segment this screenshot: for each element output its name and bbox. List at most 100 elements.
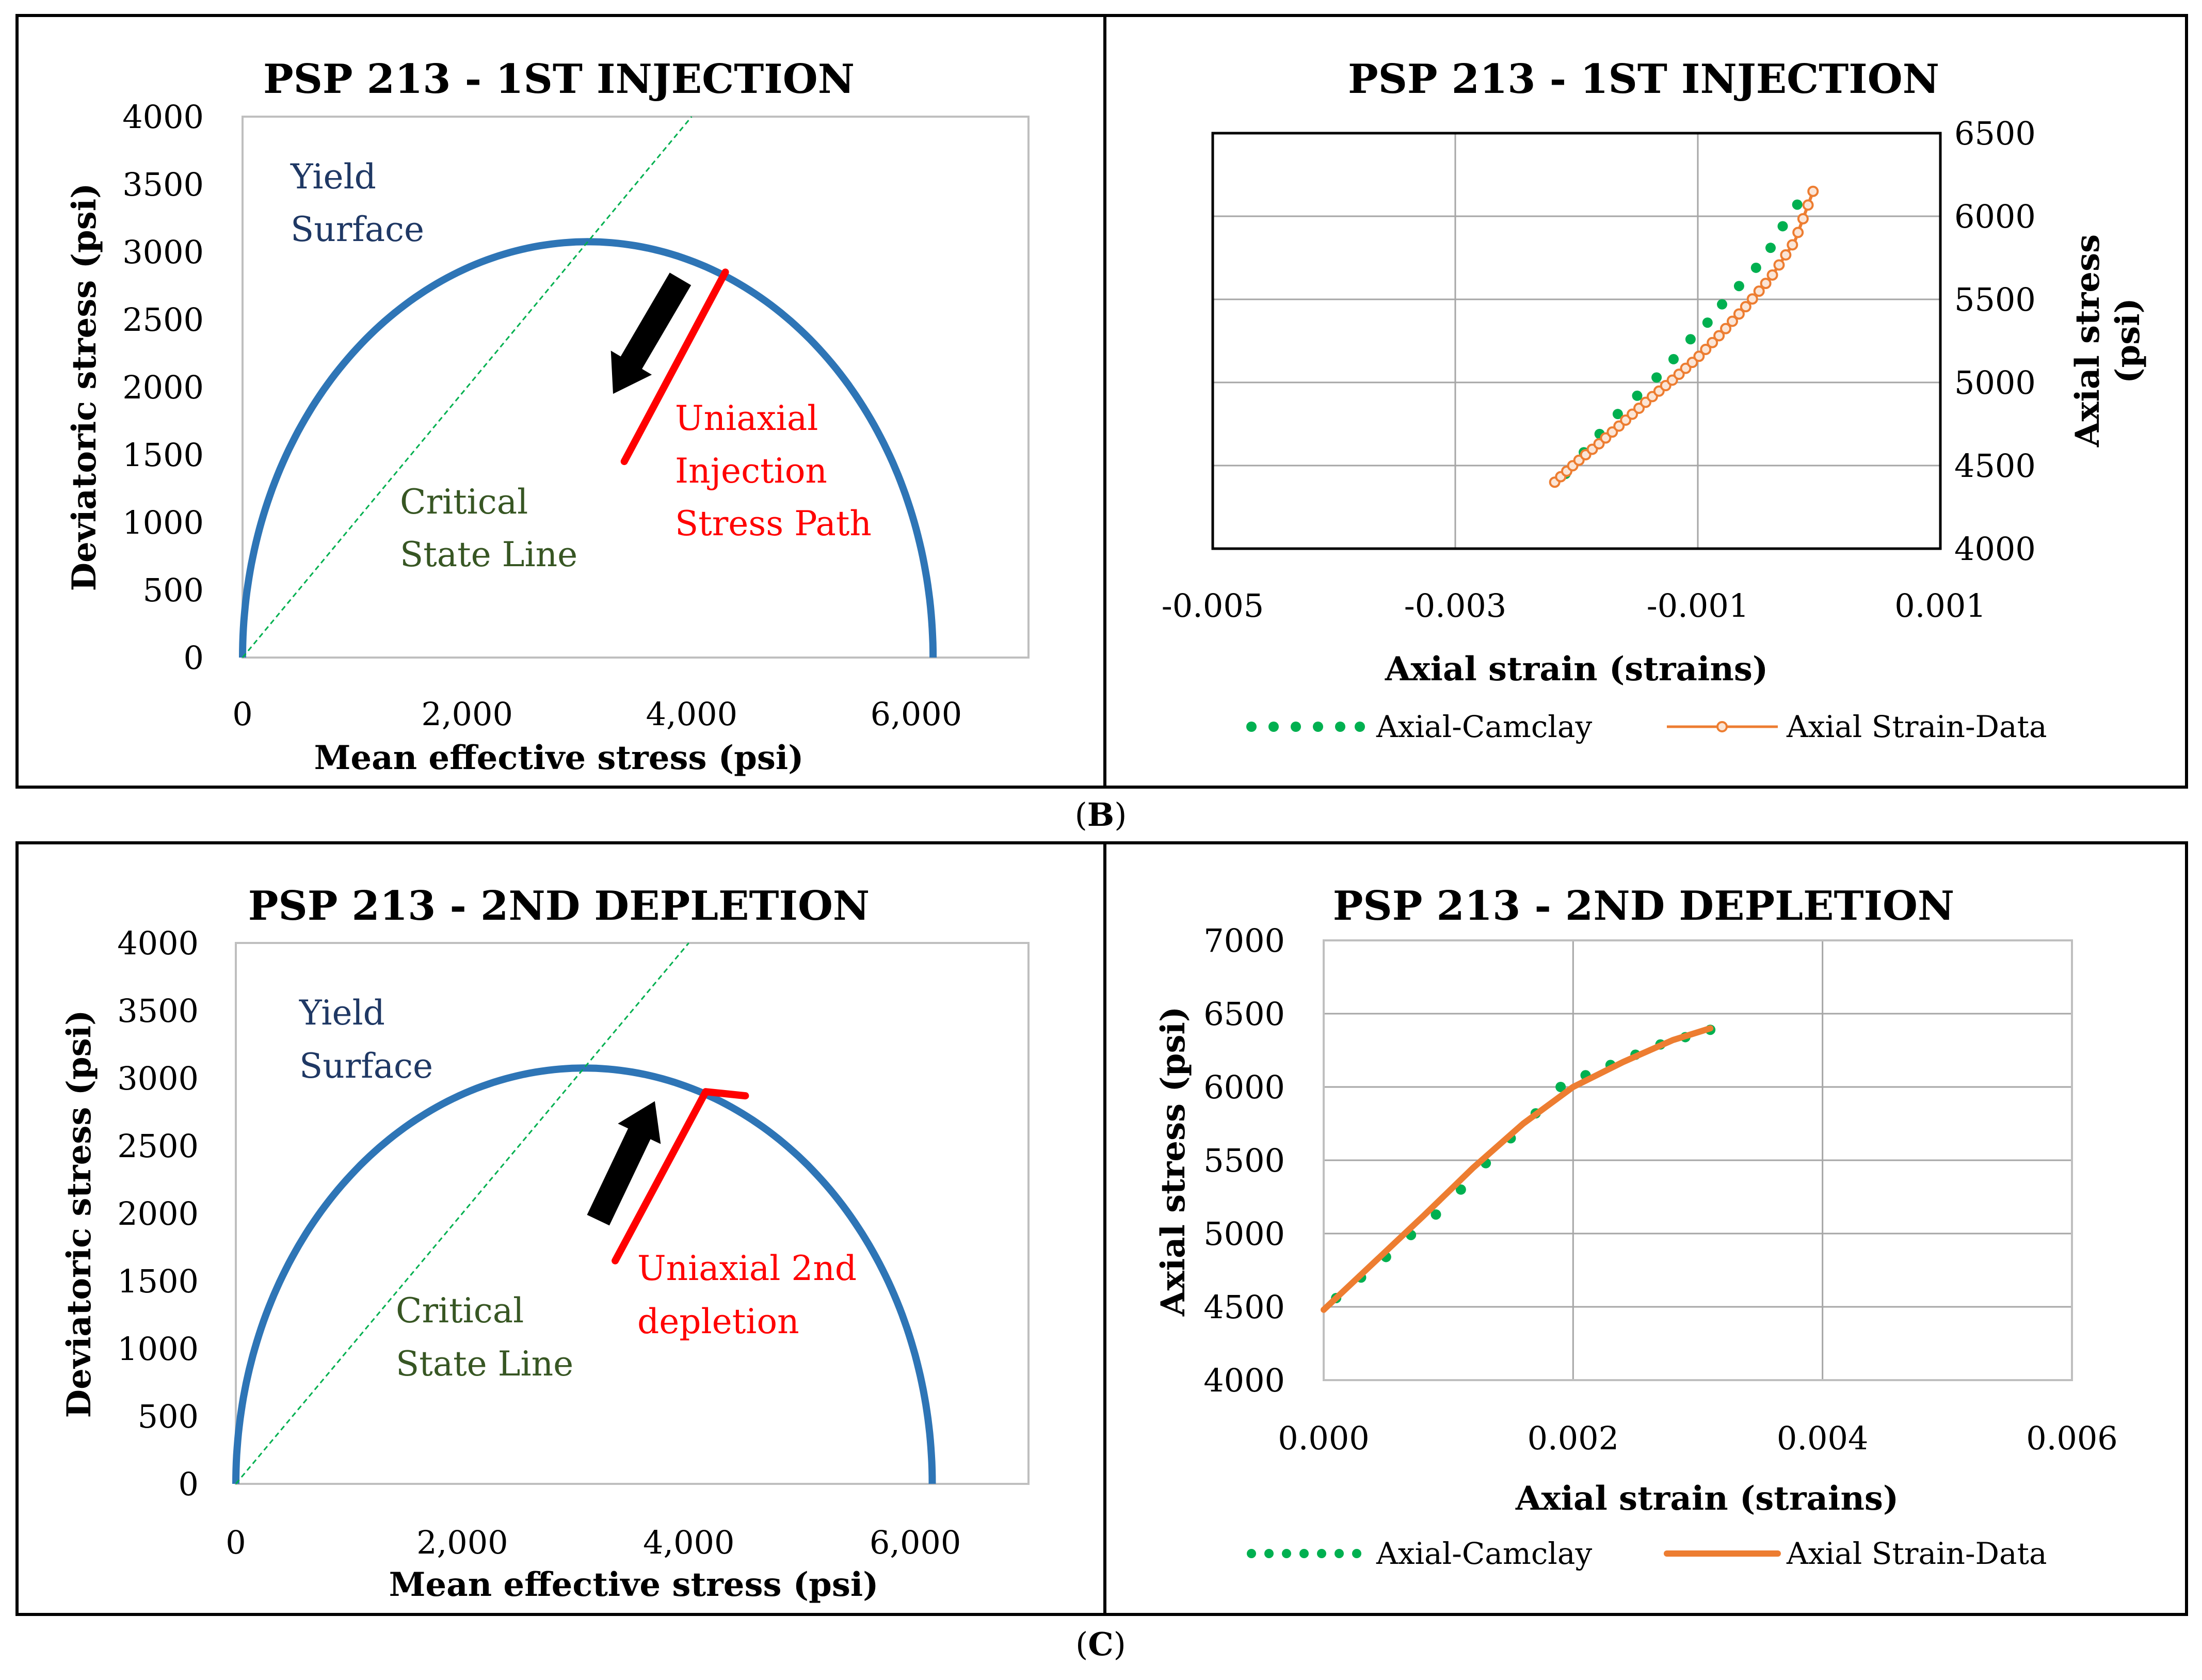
yield-surface-curve — [232, 1064, 936, 1484]
annotation-path-2: Injection — [675, 451, 827, 491]
panel-b-frames — [15, 14, 2188, 789]
y-tick-label: 0 — [184, 639, 204, 677]
plot-area — [1211, 132, 1942, 550]
legend: Axial-Camclay Axial Strain-Data — [1247, 1536, 2047, 1571]
critical-state-line — [235, 942, 689, 1484]
x-tick-label: 4,000 — [646, 695, 738, 733]
chart-c-left: PSP 213 - 2ND DEPLETION 0 500 1000 1500 2000… — [60, 883, 1030, 1604]
stress-path-line — [612, 1088, 749, 1265]
yield-surface-curve — [239, 238, 937, 658]
legend-swatch-data — [1667, 721, 1778, 732]
camclay-point — [1750, 262, 1761, 273]
x-tick-label: 2,000 — [416, 1524, 508, 1561]
y-tick-labels: 4000 4500 5000 5500 6000 6500 7000 — [1203, 922, 1285, 1399]
y-axis-label: Deviatoric stress (psi) — [65, 183, 104, 591]
legend-swatch-camclay — [1247, 1549, 1361, 1558]
data-point-marker — [1787, 239, 1798, 251]
legend-label-camclay: Axial-Camclay — [1376, 1536, 1592, 1571]
plot-area — [242, 116, 1030, 659]
y-tick-label: 0 — [179, 1465, 199, 1503]
y-tick-label: 3000 — [122, 233, 204, 271]
y-tick-labels: 0 500 1000 1500 2000 2500 3000 3500 4000 — [122, 98, 204, 677]
camclay-point — [1765, 243, 1776, 253]
annotation-csl-2: State Line — [396, 1344, 573, 1384]
y-tick-label: 1500 — [122, 436, 204, 474]
annotation-yield-2: Surface — [299, 1046, 433, 1086]
y-tick-label: 5500 — [1954, 281, 2036, 318]
series-marks — [239, 116, 937, 658]
y-tick-label: 4500 — [1203, 1288, 1285, 1326]
x-tick-label: 0.004 — [1777, 1419, 1869, 1457]
panel-c-right-frame — [1103, 841, 2188, 1616]
y-tick-labels: 4000 4500 5000 5500 6000 6500 — [1954, 115, 2036, 568]
data-point-marker — [1797, 213, 1809, 225]
x-tick-label: 0 — [232, 695, 252, 733]
x-tick-label: 0.000 — [1278, 1419, 1370, 1457]
chart-c-right: PSP 213 - 2ND DEPLETION 4000 4500 5000 5500… — [1154, 883, 2118, 1571]
annotation-path-1: Uniaxial — [675, 398, 818, 438]
data-point-marker — [1780, 249, 1792, 261]
camclay-point — [1612, 409, 1623, 420]
camclay-point — [1717, 299, 1727, 310]
annotation-csl-1: Critical — [396, 1291, 524, 1331]
plot-area — [235, 942, 1030, 1485]
annotation-path-1: Uniaxial 2nd — [637, 1249, 857, 1288]
y-tick-labels: 0 500 1000 1500 2000 2500 3000 3500 4000 — [117, 924, 199, 1503]
y-tick-label: 4000 — [1954, 530, 2036, 568]
y-tick-label: 2000 — [122, 369, 204, 406]
plot-area — [1323, 939, 2073, 1381]
chart-title: PSP 213 - 1ST INJECTION — [1348, 56, 1939, 103]
y-tick-label: 5000 — [1203, 1215, 1285, 1253]
legend-label-data: Axial Strain-Data — [1786, 1536, 2047, 1571]
x-tick-label: -0.003 — [1404, 587, 1506, 625]
x-axis-label: Axial strain (strains) — [1385, 650, 1768, 689]
panel-label-c: (C) — [1075, 1625, 1126, 1663]
y-tick-label: 3500 — [122, 166, 204, 203]
data-point-marker — [1720, 323, 1732, 334]
y-tick-label: 1000 — [122, 504, 204, 541]
x-axis-label: Axial strain (strains) — [1515, 1479, 1899, 1518]
chart-title: PSP 213 - 2ND DEPLETION — [1333, 883, 1954, 930]
x-tick-label: 0.001 — [1894, 587, 1986, 625]
camclay-point — [1702, 317, 1713, 328]
camclay-point — [1555, 1082, 1566, 1092]
direction-arrow — [587, 1101, 661, 1226]
x-tick-labels: 0 2,000 4,000 6,000 — [232, 695, 962, 733]
legend-label-camclay: Axial-Camclay — [1376, 709, 1592, 744]
x-tick-label: 6,000 — [870, 1524, 961, 1561]
camclay-point — [1685, 334, 1696, 345]
x-tick-label: 0.006 — [2026, 1419, 2118, 1457]
data-point-marker — [1700, 344, 1712, 356]
data-series-line — [1321, 1025, 1714, 1313]
legend: Axial-Camclay Axial Strain-Data — [1246, 709, 2047, 744]
y-tick-label: 1000 — [117, 1330, 199, 1368]
y-tick-label: 3000 — [117, 1060, 199, 1097]
x-tick-label: 4,000 — [643, 1524, 735, 1561]
panel-b-right-frame — [1103, 14, 2188, 789]
x-axis-label: Mean effective stress (psi) — [389, 1565, 879, 1604]
camclay-point — [1668, 354, 1679, 364]
data-point-marker — [1807, 185, 1819, 197]
x-tick-label: -0.005 — [1162, 587, 1264, 625]
y-axis-label: Axial stress (psi) — [1154, 1006, 1193, 1317]
y-tick-label: 2500 — [122, 301, 204, 339]
camclay-point — [1431, 1209, 1441, 1220]
y-tick-label: 500 — [143, 571, 204, 609]
annotation-yield-2: Surface — [291, 210, 424, 249]
annotation-yield-1: Yield — [299, 993, 385, 1033]
y-axis-label: Axial stress(psi) — [2068, 234, 2147, 447]
y-tick-label: 5500 — [1203, 1142, 1285, 1179]
data-point-marker — [1733, 308, 1745, 320]
data-point-marker — [1746, 293, 1758, 305]
annotation-path-2: depletion — [637, 1302, 799, 1341]
data-point-marker — [1773, 259, 1785, 271]
data-point-marker — [1707, 337, 1718, 348]
camclay-point — [1792, 199, 1803, 210]
y-tick-label: 2500 — [117, 1127, 199, 1165]
y-tick-label: 4000 — [1203, 1362, 1285, 1399]
x-axis-label: Mean effective stress (psi) — [314, 739, 804, 777]
y-tick-label: 2000 — [117, 1195, 199, 1233]
stress-path-line — [620, 268, 729, 466]
chart-b-right: PSP 213 - 1ST INJECTION 4000 4500 5000 5500… — [1162, 56, 2147, 744]
